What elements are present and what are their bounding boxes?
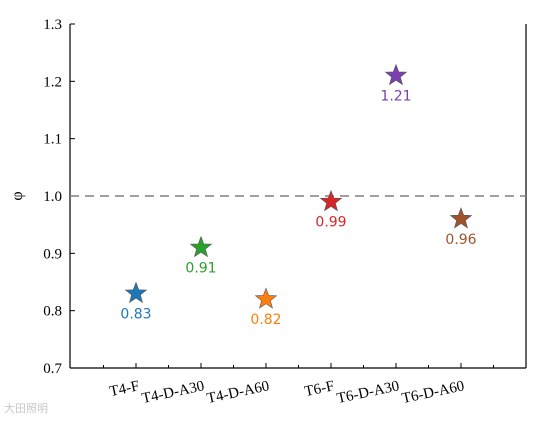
data-point-star — [384, 63, 408, 86]
x-tick-label: T4-F — [108, 378, 141, 400]
x-tick-label: T6-D-A30 — [336, 378, 401, 407]
data-point-star — [254, 287, 278, 309]
x-tick-label: T4-D-A30 — [141, 378, 206, 407]
data-point-star — [189, 235, 213, 258]
x-tick-label: T6-D-A60 — [401, 378, 466, 407]
data-label: 0.83 — [120, 306, 151, 322]
y-tick-label: 1.2 — [43, 74, 62, 90]
plot-area: 0.7 0.8 0.9 1.0 1.1 1.2 1.3 φ T4-F T4-D-A30 T4-D-A… — [9, 17, 527, 407]
x-tick-label: T4-D-A60 — [206, 378, 271, 407]
data-label: 1.21 — [380, 89, 411, 105]
data-label: 0.91 — [185, 261, 216, 277]
y-tick-label: 1.3 — [43, 17, 62, 33]
x-tick-label: T6-F — [303, 378, 336, 400]
y-tick-label: 0.8 — [43, 304, 62, 320]
y-tick-label: 1.1 — [43, 132, 62, 148]
y-axis-label: φ — [9, 191, 26, 200]
data-point-star — [449, 207, 473, 229]
y-tick-label: 0.7 — [43, 361, 62, 377]
data-label: 0.82 — [250, 312, 281, 328]
watermark-text: 大田照明 — [4, 402, 48, 415]
data-point-star — [319, 189, 343, 212]
y-tick-label: 0.9 — [43, 246, 62, 262]
data-label: 0.99 — [315, 215, 346, 231]
data-label: 0.96 — [445, 232, 476, 248]
y-tick-label: 1.0 — [43, 189, 62, 205]
data-point-star — [124, 281, 148, 304]
